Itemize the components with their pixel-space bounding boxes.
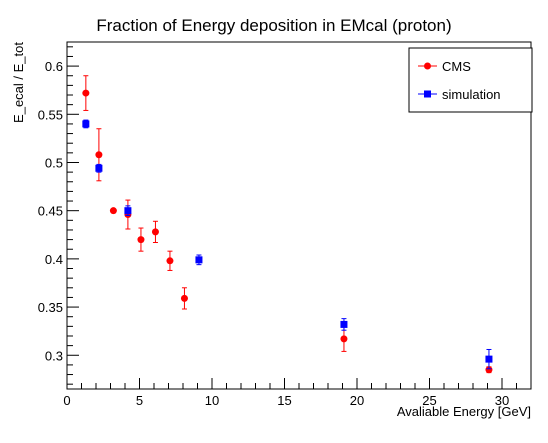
x-tick-label: 0 xyxy=(63,393,70,408)
legend-box xyxy=(408,47,533,113)
legend-items: CMS simulation xyxy=(418,59,501,102)
legend-label: CMS xyxy=(442,59,471,74)
x-tick-label: 25 xyxy=(422,393,436,408)
data-point xyxy=(485,355,493,363)
y-tick-label: 0.3 xyxy=(45,348,63,363)
y-tick-label: 0.6 xyxy=(45,59,63,74)
legend-label: simulation xyxy=(442,87,501,102)
x-tick-label: 10 xyxy=(205,393,219,408)
data-point xyxy=(195,256,203,264)
y-tick-label: 0.45 xyxy=(38,204,63,219)
x-tick-label: 30 xyxy=(495,393,509,408)
series-CMS xyxy=(82,75,493,374)
data-point xyxy=(340,335,348,343)
data-point xyxy=(95,151,103,159)
data-point xyxy=(340,320,348,328)
chart-title: Fraction of Energy deposition in EMcal (… xyxy=(96,16,451,35)
legend: CMS simulation xyxy=(408,47,533,113)
y-axis-label: E_ecal / E_tot xyxy=(11,42,26,123)
data-point xyxy=(82,120,90,128)
x-axis-label: Avaliable Energy [GeV] xyxy=(397,404,531,419)
data-point xyxy=(95,164,103,172)
x-tick-label: 20 xyxy=(350,393,364,408)
data-point xyxy=(124,207,132,215)
legend-marker xyxy=(424,90,431,98)
data-point xyxy=(109,207,117,215)
x-tick-label: 15 xyxy=(277,393,291,408)
data-point xyxy=(137,236,145,244)
y-tick-label: 0.5 xyxy=(45,155,63,170)
data-point xyxy=(485,366,493,374)
data-point xyxy=(180,294,188,302)
x-tick-label: 5 xyxy=(136,393,143,408)
y-tick-label: 0.35 xyxy=(38,300,63,315)
data-point xyxy=(82,89,90,97)
data-point xyxy=(151,228,159,236)
series-simulation xyxy=(82,119,493,370)
data-marks xyxy=(82,75,493,374)
legend-entry: simulation xyxy=(418,87,501,102)
data-point xyxy=(166,257,174,265)
legend-marker xyxy=(424,62,431,70)
plot-axes: 0 5 10 15 20 25 30 0.3 0.35 0.4 0.45 0.5 0.55 0.6 xyxy=(38,41,532,408)
y-tick-label: 0.55 xyxy=(38,107,63,122)
y-tick-label: 0.4 xyxy=(45,252,63,267)
legend-entry: CMS xyxy=(418,59,471,74)
